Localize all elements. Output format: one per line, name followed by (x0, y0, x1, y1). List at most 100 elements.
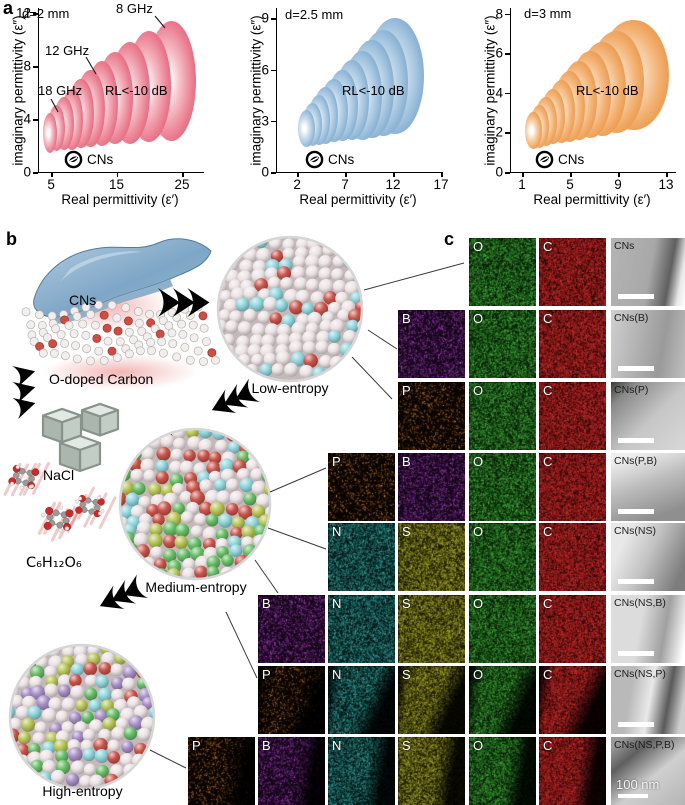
panel-c-label: c (444, 229, 455, 249)
cns-marker-label: CNs (328, 152, 355, 167)
plot-area (510, 8, 676, 173)
element-label: S (402, 667, 411, 682)
glucose-molecule (3, 462, 50, 497)
y-tick-mark (271, 172, 276, 174)
eds-map-o: O (469, 595, 536, 663)
element-label: C (543, 524, 553, 539)
glucose-molecule (37, 499, 85, 542)
eds-map-s: S (398, 595, 465, 663)
y-tick-mark (505, 53, 510, 55)
eds-speckle-canvas (539, 310, 606, 378)
element-label: B (262, 596, 271, 611)
edge-shadow-overlay (328, 737, 395, 805)
cns-icon (64, 150, 83, 169)
cns-marker-label: CNs (558, 152, 585, 167)
scale-bar (618, 579, 654, 584)
element-label: B (402, 311, 411, 326)
y-tick-mark (33, 119, 38, 121)
eds-map-p: P (398, 382, 465, 450)
tem-sample-label: CNs(P,B) (614, 455, 657, 467)
element-label: P (262, 667, 271, 682)
edge-shadow-overlay (539, 737, 606, 805)
x-tick-mark (345, 172, 347, 177)
element-label: P (402, 383, 411, 398)
eds-map-p: P (328, 453, 395, 521)
eds-speckle-canvas (539, 523, 606, 591)
eds-speckle-canvas (469, 595, 536, 663)
x-tick-label: 15 (109, 177, 125, 192)
x-tick-mark (666, 172, 668, 177)
eds-map-c: C (539, 666, 606, 734)
element-label: C (543, 311, 553, 326)
y-tick-label: 9 (261, 10, 269, 26)
scale-bar (618, 651, 654, 656)
tem-sample-label: CNs (614, 240, 635, 252)
eds-map-b: B (258, 737, 325, 805)
eds-speckle-canvas (398, 595, 465, 663)
x-axis-label: Real permittivity (ε′) (533, 192, 651, 207)
element-label: B (402, 454, 411, 469)
y-tick-mark (271, 18, 276, 20)
plot-area (276, 8, 442, 173)
eds-map-s: S (398, 523, 465, 591)
x-tick-mark (441, 172, 443, 177)
eds-speckle-canvas (328, 523, 395, 591)
tem-image: CNs (611, 238, 685, 306)
y-tick-mark (33, 13, 38, 15)
element-label: O (473, 383, 484, 398)
eds-speckle-canvas (398, 453, 465, 521)
x-tick-label: 1 (518, 177, 526, 192)
nacl-cube (80, 402, 120, 437)
y-tick-label: 6 (261, 62, 269, 77)
nacl-cube (58, 434, 102, 473)
element-label: S (402, 524, 411, 539)
eds-speckle-canvas (539, 238, 606, 306)
eds-map-c: C (539, 737, 606, 805)
edge-shadow-overlay (328, 666, 395, 734)
x-tick-label: 13 (658, 177, 674, 192)
cns-icon (305, 150, 324, 169)
element-label: O (473, 454, 484, 469)
y-tick-label: 2 (495, 124, 503, 140)
frequency-label: 8 GHz (116, 1, 153, 16)
x-tick-label: 17 (433, 177, 449, 192)
tem-sample-label: CNs(NS) (614, 525, 656, 537)
element-label: O (473, 738, 484, 753)
edge-shadow-overlay (469, 737, 536, 805)
x-tick-mark (51, 172, 53, 177)
tem-sample-label: CNs(P) (614, 384, 649, 396)
edge-shadow-overlay (539, 666, 606, 734)
o-doped-carbon-label: O-doped Carbon (49, 371, 154, 387)
eds-map-o: O (469, 666, 536, 734)
frequency-label: 12 GHz (45, 43, 90, 58)
x-tick-label: 7 (341, 177, 349, 192)
element-label: O (473, 524, 484, 539)
y-axis-label: imaginary permittivity (ε″) (10, 15, 26, 166)
eds-speckle-canvas (539, 595, 606, 663)
tem-image: CNs(P) (611, 382, 685, 450)
eds-map-c: C (539, 382, 606, 450)
eds-speckle-canvas (539, 453, 606, 521)
eds-speckle-canvas (398, 310, 465, 378)
element-label: C (543, 738, 553, 753)
eds-map-b: B (398, 310, 465, 378)
x-tick-label: 5 (47, 177, 55, 192)
y-axis-label: imaginary permittivity (ε″) (248, 15, 264, 166)
y-tick-mark (33, 66, 38, 68)
eds-map-n: N (328, 737, 395, 805)
y-tick-mark (33, 172, 38, 174)
eds-map-b: B (398, 453, 465, 521)
y-tick-label: 4 (23, 111, 31, 127)
cns-marker: CNs (535, 150, 584, 169)
eds-map-c: C (539, 310, 606, 378)
element-label: B (262, 738, 271, 753)
x-tick-mark (116, 172, 119, 177)
eds-map-s: S (398, 666, 465, 734)
chart-d3mm: imaginary permittivity (ε″) d=3 mm RL<-1… (458, 0, 685, 227)
x-tick-mark (522, 172, 524, 177)
high-entropy-sphere (11, 646, 153, 788)
eds-speckle-canvas (328, 595, 395, 663)
x-tick-mark (570, 172, 572, 177)
eds-map-c: C (539, 238, 606, 306)
eds-speckle-canvas (469, 382, 536, 450)
